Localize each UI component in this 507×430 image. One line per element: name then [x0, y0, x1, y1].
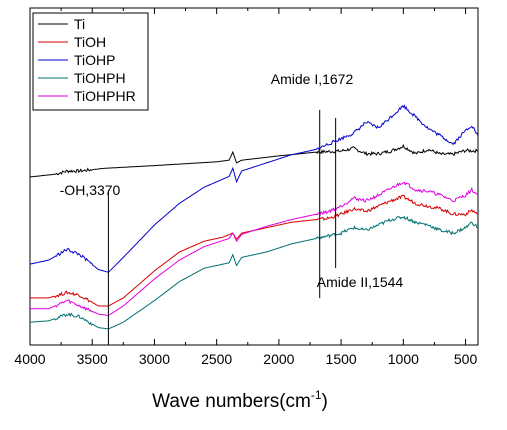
annotation-label-1544: Amide II,1544	[317, 274, 404, 290]
annotation-lines	[107, 110, 337, 345]
legend-label-TiOHPH: TiOHPH	[74, 70, 126, 86]
x-tick-label-3500: 3500	[77, 351, 108, 367]
series-line-TiOHPH	[29, 215, 479, 330]
legend-label-TiOHP: TiOHP	[74, 52, 115, 68]
series-line-TiOHPHR	[30, 181, 479, 316]
x-tick-label-1000: 1000	[388, 351, 419, 367]
series-line-TiOH	[30, 194, 479, 307]
x-tick-label-1500: 1500	[326, 351, 357, 367]
annotation-label-1672: Amide I,1672	[271, 71, 354, 87]
series-lines	[29, 104, 479, 330]
legend-box	[32, 12, 149, 111]
legend-label-TiOH: TiOH	[74, 34, 106, 50]
legend: Ti TiOH TiOHP TiOHPH TiOHPHR	[32, 12, 149, 111]
x-tick-label-500: 500	[454, 351, 478, 367]
x-tick-label-3000: 3000	[139, 351, 170, 367]
x-axis-tick-labels: 4000 3500 3000 2500 2000 1500 1000 500	[14, 351, 477, 367]
x-axis-label: Wave numbers(cm-1)	[152, 388, 328, 412]
x-axis-ticks	[29, 8, 467, 345]
legend-label-TiOHPHR: TiOHPHR	[74, 88, 136, 104]
legend-label-Ti: Ti	[74, 16, 85, 32]
annotation-labels: Amide I,1672 Amide II,1544 -OH,3370	[60, 71, 404, 290]
x-tick-label-2000: 2000	[263, 351, 294, 367]
x-axis-label-close: )	[322, 391, 328, 412]
annotation-label-3370: -OH,3370	[60, 182, 121, 198]
series-line-Ti	[29, 143, 479, 178]
x-tick-label-4000: 4000	[14, 351, 45, 367]
series-line-TiOHP	[29, 104, 479, 273]
x-tick-label-2500: 2500	[201, 351, 232, 367]
x-axis-label-unit-exponent: -1	[311, 388, 322, 402]
